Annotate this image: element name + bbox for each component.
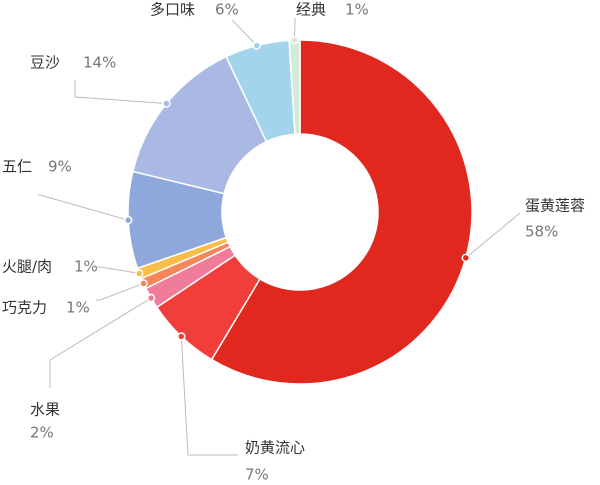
leader-dot xyxy=(290,35,299,45)
value-label: 14% xyxy=(83,54,116,72)
leader-dot xyxy=(146,293,156,303)
value-label: 9% xyxy=(48,158,72,176)
value-label: 6% xyxy=(215,1,239,19)
leader-line xyxy=(231,19,258,46)
value-label: 1% xyxy=(66,299,90,317)
leader-dot xyxy=(139,279,148,288)
slice-label: 火腿/肉 xyxy=(2,258,52,276)
value-label: 7% xyxy=(245,466,269,484)
slice-label: 五仁 xyxy=(2,158,32,176)
slice xyxy=(210,39,473,385)
leader-line xyxy=(180,336,238,456)
slice-label: 多口味 xyxy=(150,1,195,19)
leader-line xyxy=(74,80,167,105)
leader-line xyxy=(38,194,129,221)
slice-label: 奶黄流心 xyxy=(245,439,305,457)
value-label: 58% xyxy=(525,223,558,241)
leader-dot xyxy=(135,269,144,278)
leader-line xyxy=(96,266,140,274)
leader-line xyxy=(465,212,521,259)
leader-dot xyxy=(123,215,133,225)
leader-dot xyxy=(252,41,262,50)
leader-line xyxy=(96,282,144,301)
value-label: 1% xyxy=(345,1,369,19)
slice-label: 蛋黄莲蓉 xyxy=(525,197,585,215)
value-label: 1% xyxy=(74,258,98,276)
leader-dot xyxy=(177,332,186,341)
leader-dot xyxy=(162,99,171,108)
value-label: 2% xyxy=(30,424,54,442)
leader-dot xyxy=(461,253,471,263)
slice-label: 水果 xyxy=(30,401,60,419)
leader-line xyxy=(49,297,152,388)
slice-label: 豆沙 xyxy=(30,54,60,72)
slice-label: 巧克力 xyxy=(2,299,47,317)
slice-label: 经典 xyxy=(296,1,326,19)
